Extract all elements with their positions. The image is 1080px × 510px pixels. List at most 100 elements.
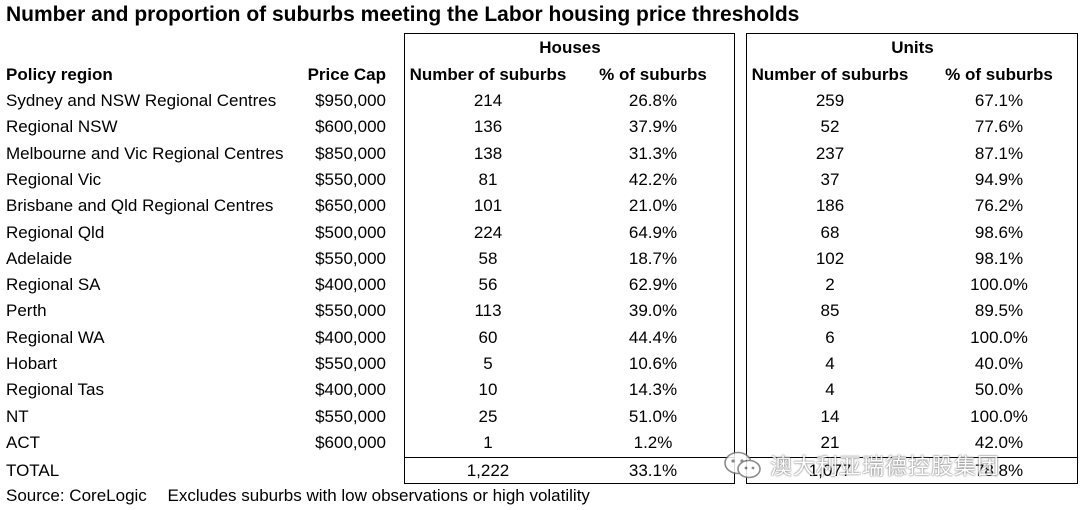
row-cap-cell: $600,000: [315, 117, 386, 137]
row-units-num-cell: 4: [825, 354, 835, 373]
row-houses-num-cell: 136: [473, 117, 503, 137]
row-cap-cell: $850,000: [315, 143, 386, 163]
row-houses-num-cell: 138: [473, 143, 503, 163]
source-label: Source: CoreLogic: [6, 486, 147, 505]
row-region-cell: Sydney and NSW Regional Centres: [6, 91, 277, 110]
row-units-pct-cell: 100.0%: [970, 275, 1028, 295]
row-region-cell: Melbourne and Vic Regional Centres: [6, 143, 284, 163]
row-units-num-cell: 52: [820, 117, 840, 137]
row-cap-cell: $550,000: [315, 248, 386, 268]
source-exclusion-note: Excludes suburbs with low observations o…: [167, 486, 590, 505]
row-region-cell: Hobart: [6, 354, 58, 373]
row-units-num-cell: 37: [820, 169, 840, 189]
row-houses-num-cell: 56: [478, 275, 498, 295]
chart-title: Number and proportion of suburbs meeting…: [6, 3, 800, 26]
row-units-num-cell: 85: [820, 301, 840, 321]
row-region-cell: Brisbane and Qld Regional Centres: [6, 196, 274, 216]
total-houses-num-cell: 1,222: [466, 461, 510, 480]
row-houses-pct-cell: 44.4%: [628, 327, 678, 347]
row-houses-pct-cell: 42.2%: [628, 169, 678, 189]
row-units-pct-cell: 40.0%: [974, 354, 1024, 373]
row-region-cell: Regional Tas: [6, 380, 104, 400]
row-houses-pct-cell: 10.6%: [628, 354, 678, 373]
watermark-text: 澳大利亚瑞德控股集团: [770, 455, 1001, 480]
row-units-num-cell: 68: [820, 222, 840, 242]
row-units-pct-cell: 76.2%: [974, 196, 1024, 216]
row-region-cell: NT: [6, 406, 29, 426]
total-houses-pct-cell: 33.1%: [628, 461, 678, 480]
row-units-pct-cell: 67.1%: [974, 91, 1024, 110]
row-houses-num-cell: 10: [478, 380, 498, 400]
row-region-cell: Perth: [6, 301, 47, 321]
row-houses-pct-cell: 31.3%: [628, 143, 678, 163]
row-units-pct-cell: 94.9%: [974, 169, 1024, 189]
row-cap-cell: $550,000: [315, 354, 386, 373]
row-cap-cell: $950,000: [315, 91, 386, 110]
row-houses-pct-cell: 37.9%: [628, 117, 678, 137]
header-policy-region: Policy region: [6, 65, 113, 84]
row-units-num-cell: 2: [825, 275, 835, 295]
row-houses-num-cell: 224: [473, 222, 503, 242]
row-houses-num-cell: 101: [473, 196, 503, 216]
row-region-cell: Regional Qld: [6, 222, 105, 242]
row-region-cell: Regional WA: [6, 327, 105, 347]
row-cap-cell: $550,000: [315, 406, 386, 426]
houses-group-header: Houses: [539, 38, 601, 57]
row-units-num-cell: 21: [820, 432, 840, 452]
row-cap-cell: $400,000: [315, 327, 386, 347]
row-units-pct-cell: 50.0%: [974, 380, 1024, 400]
wechat-icon: [724, 451, 761, 479]
total-region-cell: TOTAL: [6, 461, 60, 480]
row-region-cell: Regional NSW: [6, 117, 118, 137]
row-houses-pct-cell: 26.8%: [628, 91, 678, 110]
row-units-pct-cell: 89.5%: [974, 301, 1024, 321]
row-houses-num-cell: 81: [478, 169, 498, 189]
row-units-pct-cell: 98.1%: [974, 248, 1024, 268]
row-houses-pct-cell: 14.3%: [628, 380, 678, 400]
row-houses-num-cell: 25: [478, 406, 498, 426]
row-region-cell: Regional Vic: [6, 169, 102, 189]
row-houses-num-cell: 60: [478, 327, 498, 347]
row-units-num-cell: 186: [815, 196, 845, 216]
row-region-cell: Adelaide: [6, 248, 73, 268]
row-cap-cell: $400,000: [315, 275, 386, 295]
row-region-cell: ACT: [6, 432, 40, 452]
header-houses-percent: % of suburbs: [599, 65, 707, 84]
header-price-cap: Price Cap: [307, 65, 386, 84]
header-units-number: Number of suburbs: [751, 65, 909, 84]
header-units-percent: % of suburbs: [945, 65, 1053, 84]
row-houses-pct-cell: 39.0%: [628, 301, 678, 321]
row-cap-cell: $600,000: [315, 432, 386, 452]
units-group-header: Units: [891, 38, 934, 57]
watermark: 澳大利亚瑞德控股集团: [722, 450, 1000, 480]
row-houses-num-cell: 58: [478, 248, 498, 268]
row-units-num-cell: 259: [815, 91, 845, 110]
row-cap-cell: $550,000: [315, 169, 386, 189]
row-units-num-cell: 102: [815, 248, 845, 268]
total-units-num-cell: 1,077: [808, 461, 852, 480]
row-units-pct-cell: 87.1%: [974, 143, 1024, 163]
row-houses-pct-cell: 18.7%: [628, 248, 678, 268]
row-cap-cell: $400,000: [315, 380, 386, 400]
row-cap-cell: $650,000: [315, 196, 386, 216]
row-units-pct-cell: 98.6%: [974, 222, 1024, 242]
row-units-num-cell: 6: [825, 327, 835, 347]
header-houses-number: Number of suburbs: [409, 65, 567, 84]
row-houses-pct-cell: 21.0%: [628, 196, 678, 216]
total-units-pct-cell: 78.8%: [974, 461, 1024, 480]
row-units-pct-cell: 100.0%: [970, 406, 1028, 426]
row-houses-pct-cell: 1.2%: [633, 432, 673, 452]
row-region-cell: Regional SA: [6, 275, 101, 295]
row-houses-pct-cell: 64.9%: [628, 222, 678, 242]
row-houses-pct-cell: 62.9%: [628, 275, 678, 295]
row-houses-num-cell: 113: [474, 301, 502, 321]
source-note: Source: CoreLogic Excludes suburbs with …: [6, 486, 606, 506]
row-units-num-cell: 4: [825, 380, 835, 400]
row-houses-num-cell: 1: [483, 432, 493, 452]
row-units-pct-cell: 77.6%: [974, 117, 1024, 137]
row-houses-num-cell: 5: [483, 354, 493, 373]
row-houses-pct-cell: 51.0%: [628, 406, 678, 426]
row-units-num-cell: 14: [820, 406, 840, 426]
row-units-pct-cell: 100.0%: [970, 327, 1028, 347]
row-cap-cell: $550,000: [315, 301, 386, 321]
